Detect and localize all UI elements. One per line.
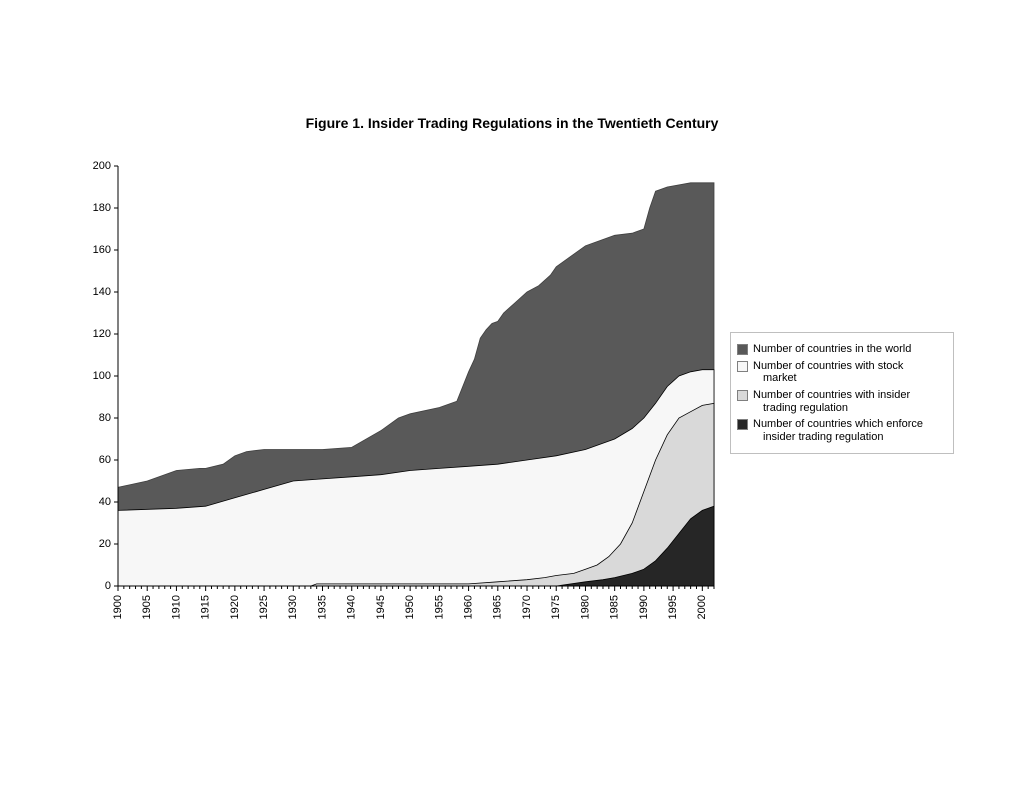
svg-text:1905: 1905 xyxy=(141,595,153,619)
svg-text:1995: 1995 xyxy=(667,595,679,619)
svg-text:1930: 1930 xyxy=(287,595,299,619)
legend-label: Number of countries with insidertrading … xyxy=(753,389,947,414)
chart-svg: 0 20 40 60 80 100 120 140 160 180 200 1900 1905 1910 1… xyxy=(80,160,720,640)
svg-text:1965: 1965 xyxy=(492,595,504,619)
svg-text:180: 180 xyxy=(93,202,111,214)
chart-title: Figure 1. Insider Trading Regulations in… xyxy=(0,115,1024,131)
svg-text:1985: 1985 xyxy=(609,595,621,619)
svg-text:1955: 1955 xyxy=(433,595,445,619)
svg-text:1900: 1900 xyxy=(112,595,124,619)
legend-label: Number of countries with stockmarket xyxy=(753,360,947,385)
svg-text:1990: 1990 xyxy=(638,595,650,619)
legend-swatch xyxy=(737,361,748,372)
svg-text:60: 60 xyxy=(99,454,111,466)
chart-legend: Number of countries in the world Number o… xyxy=(730,332,954,454)
svg-text:40: 40 xyxy=(99,496,111,508)
svg-text:1915: 1915 xyxy=(200,595,212,619)
svg-text:100: 100 xyxy=(93,370,111,382)
area-chart: 0 20 40 60 80 100 120 140 160 180 200 1900 1905 1910 1… xyxy=(80,160,720,640)
svg-text:1950: 1950 xyxy=(404,595,416,619)
legend-label: Number of countries in the world xyxy=(753,343,947,356)
svg-text:1960: 1960 xyxy=(462,595,474,619)
svg-text:1935: 1935 xyxy=(316,595,328,619)
svg-text:120: 120 xyxy=(93,328,111,340)
svg-text:160: 160 xyxy=(93,244,111,256)
svg-text:1970: 1970 xyxy=(521,595,533,619)
legend-label: Number of countries which enforceinsider… xyxy=(753,418,947,443)
page: Figure 1. Insider Trading Regulations in… xyxy=(0,0,1024,791)
svg-text:1925: 1925 xyxy=(258,595,270,619)
svg-text:1945: 1945 xyxy=(375,595,387,619)
legend-item: Number of countries with insidertrading … xyxy=(737,389,947,414)
svg-text:1910: 1910 xyxy=(170,595,182,619)
svg-text:20: 20 xyxy=(99,538,111,550)
svg-text:1980: 1980 xyxy=(579,595,591,619)
svg-text:1975: 1975 xyxy=(550,595,562,619)
svg-text:80: 80 xyxy=(99,412,111,424)
legend-swatch xyxy=(737,390,748,401)
legend-swatch xyxy=(737,344,748,355)
legend-swatch xyxy=(737,419,748,430)
svg-text:2000: 2000 xyxy=(696,595,708,619)
svg-text:0: 0 xyxy=(105,580,111,592)
legend-item: Number of countries with stockmarket xyxy=(737,360,947,385)
legend-item: Number of countries in the world xyxy=(737,343,947,356)
svg-text:1920: 1920 xyxy=(229,595,241,619)
svg-text:140: 140 xyxy=(93,286,111,298)
svg-text:1940: 1940 xyxy=(346,595,358,619)
svg-text:200: 200 xyxy=(93,160,111,172)
legend-item: Number of countries which enforceinsider… xyxy=(737,418,947,443)
